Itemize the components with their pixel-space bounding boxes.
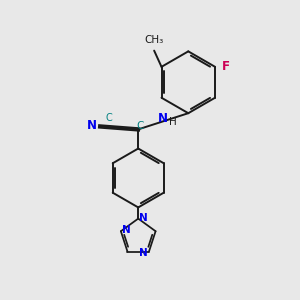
Text: CH₃: CH₃ bbox=[144, 35, 163, 45]
Text: N: N bbox=[122, 225, 131, 235]
Text: N: N bbox=[158, 112, 168, 124]
Text: N: N bbox=[139, 213, 148, 223]
Text: C: C bbox=[136, 121, 143, 131]
Text: F: F bbox=[221, 60, 230, 73]
Text: N: N bbox=[87, 119, 97, 132]
Text: C: C bbox=[106, 113, 113, 123]
Text: H: H bbox=[169, 117, 176, 128]
Text: N: N bbox=[139, 248, 147, 258]
